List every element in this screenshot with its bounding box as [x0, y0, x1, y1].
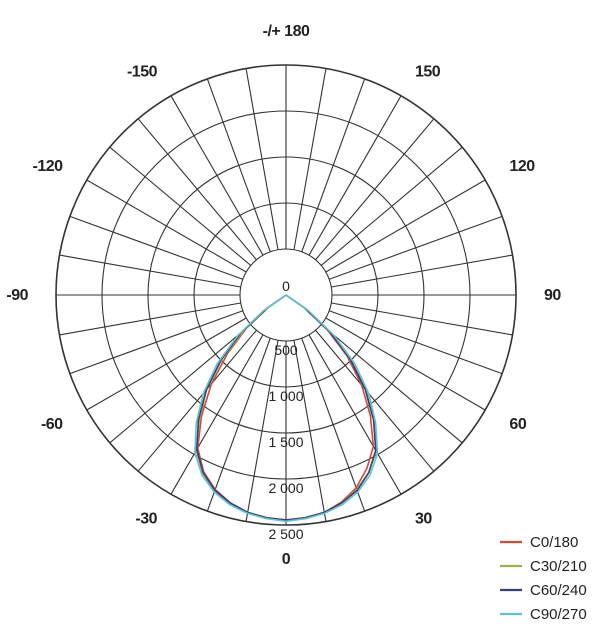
- angle-label: 0: [282, 551, 291, 568]
- grid-spoke: [331, 255, 512, 287]
- ring-label: 0: [282, 278, 290, 294]
- polar-chart: -/+ 180 -150 150 -120 120 -90 90 -60 60 -30 30 0 0 50…: [0, 0, 600, 637]
- grid-spoke: [326, 180, 485, 272]
- grid-spoke: [309, 96, 401, 255]
- grid-spoke: [294, 68, 326, 249]
- grid-spoke: [331, 303, 512, 335]
- angle-label: -120: [33, 158, 64, 175]
- grid-spoke: [70, 216, 243, 279]
- legend-label: C60/240: [530, 582, 587, 599]
- ring-label: 500: [274, 342, 298, 358]
- grid-spoke: [59, 255, 240, 287]
- ring-label: 1 500: [268, 434, 303, 450]
- grid-spoke: [171, 96, 263, 255]
- grid-spoke: [302, 79, 365, 252]
- angle-label: -150: [127, 64, 158, 81]
- angle-label: -30: [135, 510, 157, 527]
- grid-spoke: [316, 119, 434, 260]
- legend-label: C90/270: [530, 606, 587, 623]
- angle-label: 90: [544, 287, 561, 304]
- grid-spoke: [138, 119, 256, 260]
- angle-label: 120: [509, 158, 535, 175]
- legend: C0/180 C30/210 C60/240 C90/270: [500, 534, 587, 623]
- grid-spoke: [87, 180, 246, 272]
- legend-label: C30/210: [530, 558, 587, 575]
- grid-spoke: [309, 335, 401, 494]
- grid-spoke: [321, 147, 462, 265]
- angle-label: -60: [41, 416, 63, 433]
- grid-spoke: [59, 303, 240, 335]
- grid-spoke: [110, 325, 251, 443]
- angle-label: 30: [415, 510, 432, 527]
- ring-label: 2 000: [268, 480, 303, 496]
- grid-spoke: [321, 325, 462, 443]
- angle-label: -90: [6, 287, 28, 304]
- angle-label: 60: [509, 416, 526, 433]
- grid-spoke: [110, 147, 251, 265]
- grid-spoke: [207, 79, 270, 252]
- angle-label: -/+ 180: [263, 23, 310, 40]
- ring-label: 1 000: [268, 388, 303, 404]
- angle-label: 150: [415, 64, 441, 81]
- grid-spoke: [316, 330, 434, 471]
- grid-spoke: [246, 68, 278, 249]
- grid-spoke: [326, 318, 485, 410]
- grid-spoke: [171, 335, 263, 494]
- legend-label: C0/180: [530, 534, 578, 551]
- ring-label: 2 500: [268, 526, 303, 542]
- grid-spoke: [329, 216, 502, 279]
